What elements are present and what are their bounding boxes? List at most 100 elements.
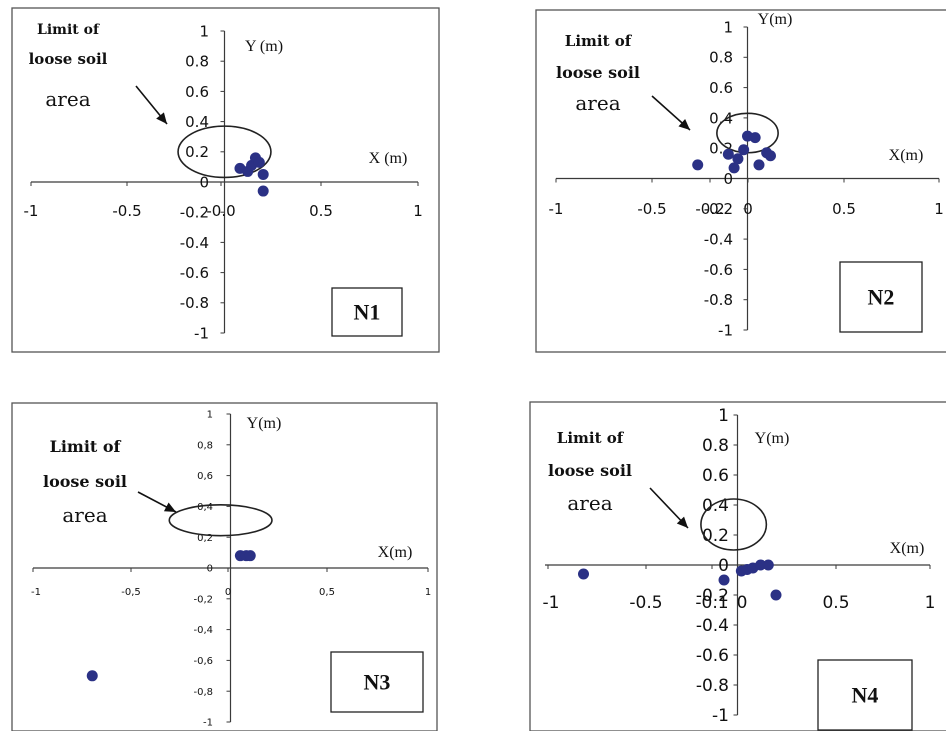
data-point <box>762 559 774 571</box>
y-tick-label: -0,2 <box>193 594 213 605</box>
panel-label-box <box>331 287 403 337</box>
y-tick-label: -0,4 <box>193 625 213 636</box>
y-tick-label: 0.8 <box>709 49 733 67</box>
annotation-line: area <box>45 87 90 111</box>
annotation-line: Limit of <box>557 429 625 447</box>
y-tick-label: -0.4 <box>180 234 209 252</box>
loose-soil-limit-ellipse <box>700 498 768 551</box>
data-point <box>253 156 265 168</box>
y-tick-label: -0,6 <box>193 656 213 667</box>
x-tick-label: 1 <box>934 200 944 218</box>
panel-label: N2 <box>868 285 895 310</box>
data-point <box>244 550 256 562</box>
chart-panel-n4: -1 -0.5 -0.1 0 0.5 110.80.60.40.20-0.2-0.4-0.… <box>529 401 946 731</box>
loose-soil-limit-ellipse <box>168 504 273 537</box>
x-tick-label: 0 <box>743 200 753 218</box>
x-axis-title: X(m) <box>378 544 413 561</box>
y-tick-label: 0.4 <box>709 109 733 127</box>
panel-label-box <box>839 261 923 333</box>
x-tick-label: -1 <box>24 202 39 220</box>
x-axis-title: X (m) <box>369 150 408 167</box>
arrow-head-icon <box>163 502 176 512</box>
panel-label: N4 <box>852 683 879 708</box>
x-tick-label: -0.0 <box>206 202 235 220</box>
y-tick-label: -0,8 <box>193 687 213 698</box>
arrow-head-icon <box>678 118 690 130</box>
arrow-head-icon <box>676 516 688 528</box>
data-point <box>764 150 776 162</box>
x-tick-label: 0.5 <box>309 202 333 220</box>
arrow-head-icon <box>156 112 167 124</box>
y-tick-label: -1 <box>203 718 213 729</box>
x-tick-label: 1 <box>413 202 423 220</box>
y-tick-label: 0.2 <box>185 143 209 161</box>
y-tick-label: -0.4 <box>704 231 733 249</box>
loose-soil-limit-ellipse <box>177 125 272 179</box>
data-point <box>770 589 782 601</box>
data-point <box>718 574 730 586</box>
y-tick-label: -0.8 <box>696 676 729 696</box>
chart-panel-n1: -1 -0.5 -0.0 0.5 1 1 0.8 0.6 0.4 0.2 0 -0.2 -0.4 -0.6… <box>11 7 440 353</box>
y-tick-label: 1 <box>718 406 729 426</box>
y-tick-label: 0.8 <box>702 436 729 456</box>
y-tick-label: 0.4 <box>185 113 209 131</box>
x-tick-label: -1 <box>31 587 41 598</box>
y-tick-label: -0.2 <box>696 586 729 606</box>
data-point <box>722 148 734 160</box>
data-point <box>692 159 704 171</box>
y-tick-label: -0.6 <box>704 261 733 279</box>
x-tick-label: -0.5 <box>112 202 141 220</box>
y-tick-label: -0.2 <box>704 200 733 218</box>
panel-label: N3 <box>364 670 391 695</box>
x-axis-title: X(m) <box>890 540 925 557</box>
y-tick-label: 0.8 <box>185 53 209 71</box>
y-axis-title: Y(m) <box>247 415 282 432</box>
y-tick-label: -1 <box>194 324 209 342</box>
y-tick-label: -0.2 <box>180 204 209 222</box>
x-tick-label: -0.5 <box>637 200 666 218</box>
x-tick-label: 1 <box>425 587 431 598</box>
y-tick-label: 0,2 <box>197 533 213 544</box>
y-tick-label: 0.6 <box>702 466 729 486</box>
panel-label: N1 <box>354 300 381 325</box>
y-tick-label: 0,6 <box>197 471 213 482</box>
data-point <box>738 144 750 156</box>
y-tick-label: -0.4 <box>696 616 729 636</box>
data-point <box>732 153 744 165</box>
annotation-line: area <box>567 491 612 515</box>
y-tick-label: -1 <box>712 706 729 726</box>
annotation-line: Limit of <box>37 22 100 38</box>
x-tick-label: 0.5 <box>822 593 849 613</box>
data-point <box>257 185 269 197</box>
annotation-line: area <box>575 91 620 115</box>
annotation-line: Limit of <box>50 437 122 456</box>
y-tick-label: -0.8 <box>704 291 733 309</box>
x-tick-label: -0.1 <box>695 593 728 613</box>
y-tick-label: 0.2 <box>702 526 729 546</box>
annotation-line: Limit of <box>565 32 633 50</box>
x-tick-label: 0 <box>225 587 231 598</box>
data-point <box>728 162 740 174</box>
y-axis-title: Y(m) <box>758 11 793 28</box>
data-point <box>749 132 761 144</box>
annotation-line: area <box>62 503 107 527</box>
chart-panel-n3: -1 -0,5 0 0,5 1 1 0,8 0,6 0,4 0,2 0 -0,2 -0,4 -0,6 -0,… <box>11 402 438 731</box>
x-tick-label: -1 <box>549 200 564 218</box>
x-tick-label: -0.5 <box>629 593 662 613</box>
y-tick-label: 0 <box>723 170 733 188</box>
y-tick-label: -1 <box>718 321 733 339</box>
data-point <box>753 159 765 171</box>
annotation-line: loose soil <box>43 472 127 491</box>
panel-label-box <box>817 659 913 731</box>
data-point <box>257 168 269 180</box>
y-tick-label: 0,8 <box>197 440 213 451</box>
x-tick-label: 0,5 <box>319 587 335 598</box>
annotation-line: loose soil <box>29 50 108 68</box>
x-tick-label: 1 <box>925 593 936 613</box>
x-tick-label: -0.2 <box>695 200 724 218</box>
x-tick-label: 0.5 <box>832 200 856 218</box>
y-tick-label: 0,4 <box>197 502 213 513</box>
data-point <box>86 670 98 682</box>
data-point <box>578 568 589 580</box>
